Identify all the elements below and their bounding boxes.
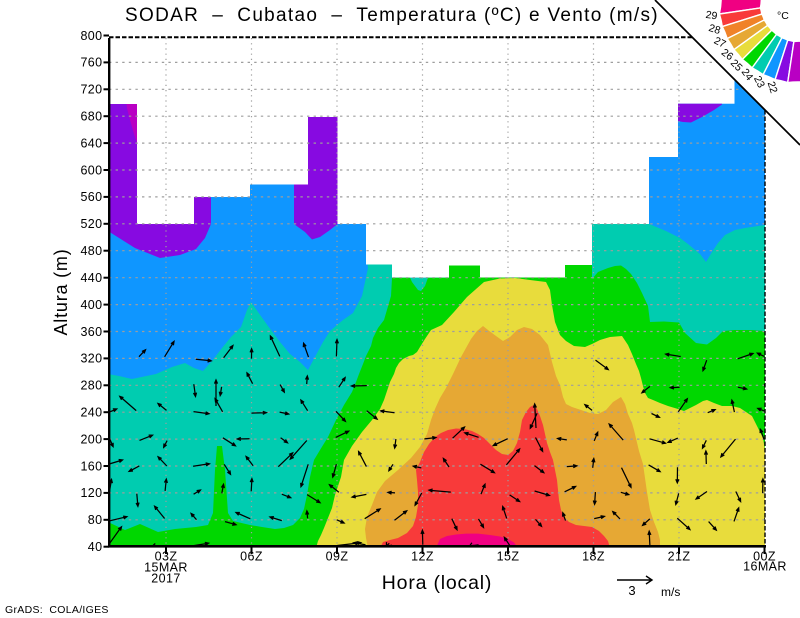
svg-text:29: 29 <box>705 9 718 23</box>
svg-text:480: 480 <box>80 244 102 258</box>
svg-text:12Z: 12Z <box>411 550 434 564</box>
svg-text:360: 360 <box>80 325 102 339</box>
svg-text:720: 720 <box>80 83 102 97</box>
svg-text:160: 160 <box>80 459 102 473</box>
svg-text:760: 760 <box>80 56 102 70</box>
svg-text:06Z: 06Z <box>240 550 263 564</box>
svg-text:15MAR: 15MAR <box>144 561 188 575</box>
svg-text:00Z: 00Z <box>753 550 776 564</box>
svg-text:40: 40 <box>88 540 103 554</box>
svg-text:°C: °C <box>777 10 789 22</box>
svg-text:240: 240 <box>80 406 102 420</box>
svg-text:18Z: 18Z <box>582 550 605 564</box>
svg-text:600: 600 <box>80 163 102 177</box>
svg-text:16MAR: 16MAR <box>743 560 787 574</box>
svg-text:21Z: 21Z <box>668 550 691 564</box>
svg-text:22: 22 <box>765 80 780 95</box>
svg-text:200: 200 <box>80 432 102 446</box>
svg-text:3: 3 <box>628 583 635 598</box>
svg-text:GrADS: COLA/IGES: GrADS: COLA/IGES <box>5 604 109 616</box>
svg-text:Altura (m): Altura (m) <box>51 248 71 335</box>
svg-text:Hora (local): Hora (local) <box>382 572 492 594</box>
svg-text:400: 400 <box>80 298 102 312</box>
svg-text:28: 28 <box>707 22 722 37</box>
svg-text:440: 440 <box>80 271 102 285</box>
svg-text:27: 27 <box>712 35 728 51</box>
svg-text:03Z: 03Z <box>155 550 178 564</box>
svg-text:2017: 2017 <box>151 572 180 586</box>
svg-text:320: 320 <box>80 352 102 366</box>
svg-text:640: 640 <box>80 136 102 150</box>
svg-text:280: 280 <box>80 379 102 393</box>
svg-text:23: 23 <box>751 74 767 90</box>
svg-text:m/s: m/s <box>661 585 680 599</box>
svg-text:680: 680 <box>80 110 102 124</box>
svg-text:800: 800 <box>80 29 102 43</box>
svg-text:560: 560 <box>80 190 102 204</box>
svg-text:SODAR – Cubatao – Temperat: SODAR – Cubatao – Temperatura (ºC) e Ven… <box>125 5 659 26</box>
svg-text:120: 120 <box>80 486 102 500</box>
svg-text:09Z: 09Z <box>326 550 349 564</box>
svg-text:520: 520 <box>80 217 102 231</box>
svg-text:80: 80 <box>88 513 103 527</box>
svg-text:15Z: 15Z <box>497 550 520 564</box>
